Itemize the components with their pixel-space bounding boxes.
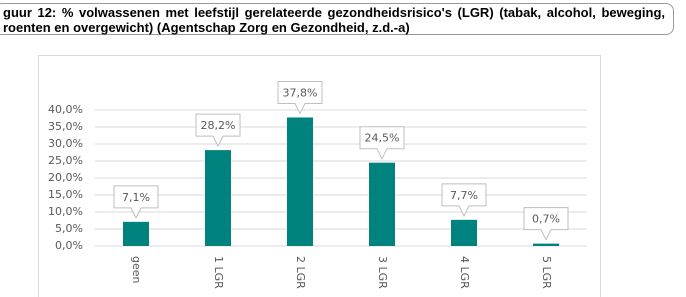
y-tick-label: 15,0%: [48, 188, 83, 201]
value-label: 24,5%: [365, 132, 400, 145]
y-tick-label: 35,0%: [48, 120, 83, 133]
bar: [369, 162, 395, 246]
bar: [123, 221, 149, 246]
y-tick-label: 5,0%: [55, 222, 83, 235]
y-tick-label: 0,0%: [55, 239, 83, 252]
bar: [451, 219, 477, 246]
value-label: 7,7%: [450, 189, 478, 202]
y-tick-label: 10,0%: [48, 205, 83, 218]
callout: [113, 185, 159, 219]
chart-frame: [38, 55, 601, 297]
callout: [441, 183, 487, 217]
caption-box: guur 12: % volwassenen met leefstijl ger…: [0, 3, 674, 35]
bar: [533, 243, 559, 246]
y-tick-label: 40,0%: [48, 103, 83, 116]
x-tick-label: 2 LGR: [294, 256, 307, 289]
x-tick-label: 3 LGR: [376, 256, 389, 289]
value-label: 0,7%: [532, 213, 560, 226]
value-label: 37,8%: [283, 86, 318, 99]
bar: [205, 150, 231, 246]
callout: [359, 126, 405, 160]
y-tick-label: 20,0%: [48, 171, 83, 184]
y-tick-label: 30,0%: [48, 137, 83, 150]
value-label: 28,2%: [201, 119, 236, 132]
x-tick-label: 1 LGR: [212, 256, 225, 289]
callout: [277, 80, 323, 115]
x-tick-label: 4 LGR: [458, 256, 471, 289]
bar: [287, 117, 313, 246]
callout: [523, 207, 569, 241]
x-tick-label: 5 LGR: [540, 256, 553, 289]
caption-line: guur 12: % volwassenen met leefstijl ger…: [3, 5, 665, 20]
callout: [195, 113, 241, 148]
x-tick-label: geen: [130, 256, 143, 284]
caption-line: roenten en overgewicht) (Agentschap Zorg…: [3, 20, 410, 35]
y-tick-label: 25,0%: [48, 154, 83, 167]
value-label: 7,1%: [122, 191, 150, 204]
